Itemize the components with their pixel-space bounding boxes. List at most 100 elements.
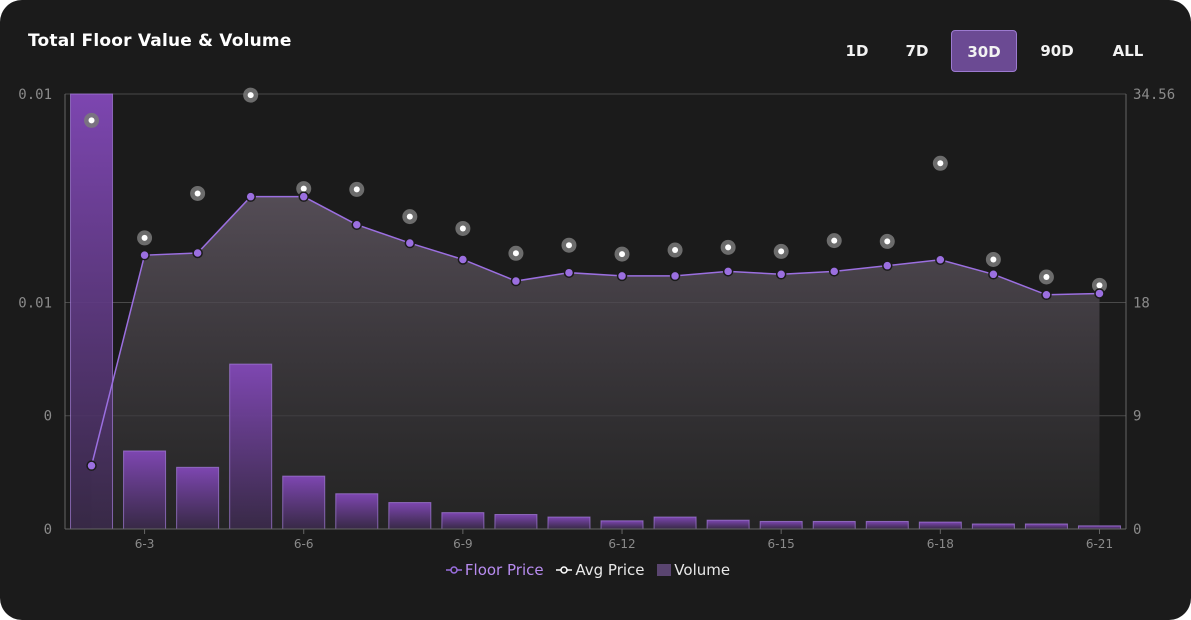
range-button-all[interactable]: ALL [1112, 42, 1144, 60]
floor-price-point [935, 254, 946, 266]
axes: 0 0 0.01 0.01 0 9 18 34.56 6-3 6-6 6-9 6-12 6-15 6-18… [18, 87, 1175, 551]
volume-bar [123, 450, 167, 530]
avg-price-point [561, 237, 577, 253]
volume-bar [600, 520, 644, 530]
legend-item-floor-price[interactable]: Floor Price [445, 560, 544, 579]
left-axis-tick-label: 0.01 [18, 295, 52, 311]
avg-price-point [614, 246, 630, 262]
avg-price-point [667, 242, 683, 258]
range-button-30d[interactable]: 30D [951, 30, 1017, 72]
avg-price-dot [406, 213, 413, 220]
avg-price-dot [990, 256, 997, 263]
volume-bar [335, 493, 379, 530]
x-axis-tick-label: 6-6 [294, 537, 314, 551]
avg-price-dot [1043, 274, 1050, 281]
floor-price-area [91, 196, 1100, 530]
volume-legend-icon [657, 564, 672, 576]
floor-price-line-path [90, 195, 1100, 466]
range-button-90d[interactable]: 90D [1040, 42, 1074, 60]
left-axis-tick-label: 0 [44, 409, 52, 425]
volume-bar [547, 516, 591, 530]
x-axis-tick-label: 6-21 [1086, 537, 1113, 551]
floor-price-point [1041, 289, 1052, 301]
volume-bars [70, 93, 1121, 530]
avg-price-point [243, 87, 259, 103]
x-axis-tick-label: 6-15 [768, 537, 795, 551]
time-range-selector: 1D 7D 30D 90D ALL [831, 30, 1161, 74]
floor-price-point [1094, 288, 1105, 299]
avg-price-point [1091, 277, 1107, 293]
floor-price-points [86, 191, 1105, 471]
range-button-1d[interactable]: 1D [845, 42, 869, 60]
floor-price-point [298, 191, 309, 202]
floor-price-point [563, 267, 575, 278]
left-axis-tick-label: 0.01 [18, 87, 52, 103]
x-axis-tick-label: 6-18 [927, 537, 954, 551]
floor-price-point [139, 249, 150, 261]
avg-price-dot [619, 251, 626, 258]
right-axis-tick-label: 34.56 [1133, 87, 1175, 103]
floor-price-point [988, 269, 999, 280]
avg-price-dot [937, 160, 944, 167]
avg-price-dot [300, 185, 307, 192]
avg-price-point [349, 181, 365, 197]
volume-bar [70, 93, 114, 530]
avg-price-points [84, 87, 1107, 293]
range-button-7d[interactable]: 7D [905, 42, 929, 60]
volume-bar [812, 520, 856, 530]
floor-price-point [404, 237, 416, 249]
legend-item-volume[interactable]: Volume [657, 561, 730, 579]
avg-price-point [773, 243, 789, 259]
avg-price-legend-icon [556, 566, 573, 574]
avg-price-dot [831, 237, 838, 244]
avg-price-dot [672, 247, 679, 254]
right-axis-tick-label: 0 [1133, 522, 1141, 538]
volume-bar [918, 521, 962, 530]
avg-price-point [455, 220, 471, 236]
floor-price-point [722, 266, 734, 277]
avg-price-dot [1096, 282, 1103, 289]
floor-price-area-fill [91, 196, 1100, 530]
avg-price-dot [353, 186, 360, 193]
avg-price-dot [194, 190, 201, 197]
volume-bar [229, 363, 273, 530]
legend-label-volume: Volume [674, 560, 731, 579]
avg-price-point [932, 155, 948, 171]
chart-title: Total Floor Value & Volume [28, 31, 292, 51]
avg-price-point [985, 251, 1001, 267]
floor-price-legend-icon [445, 566, 462, 574]
avg-price-point [826, 233, 842, 249]
floor-price-point [457, 254, 469, 265]
avg-price-point [137, 230, 153, 246]
volume-bar [759, 520, 803, 530]
volume-bar [176, 466, 220, 530]
avg-price-dot [247, 92, 254, 99]
avg-price-point [1038, 269, 1054, 285]
volume-bar [494, 514, 538, 530]
floor-price-point [351, 219, 363, 230]
x-axis-tick-label: 6-9 [453, 537, 473, 551]
avg-price-dot [565, 242, 572, 249]
legend-label-floor-price: Floor Price [464, 560, 544, 579]
floor-price-point [882, 260, 893, 271]
avg-price-point [402, 209, 418, 225]
avg-price-point [84, 112, 100, 128]
avg-price-dot [141, 234, 148, 241]
volume-bar [706, 519, 750, 530]
right-axis-tick-label: 18 [1133, 295, 1150, 311]
avg-price-dot [725, 244, 732, 251]
avg-price-point [296, 181, 312, 197]
floor-price-point [86, 460, 97, 471]
volume-bar [388, 502, 432, 530]
volume-bar [1024, 523, 1068, 530]
floor-price-point [828, 266, 840, 277]
volume-bar [971, 523, 1015, 530]
avg-price-dot [778, 248, 785, 255]
floor-price-point [669, 270, 681, 282]
floor-price-point [775, 269, 787, 280]
legend-item-avg-price[interactable]: Avg Price [556, 561, 645, 579]
avg-price-dot [884, 238, 891, 245]
avg-price-dot [88, 117, 95, 124]
x-axis-tick-label: 6-3 [135, 537, 155, 551]
